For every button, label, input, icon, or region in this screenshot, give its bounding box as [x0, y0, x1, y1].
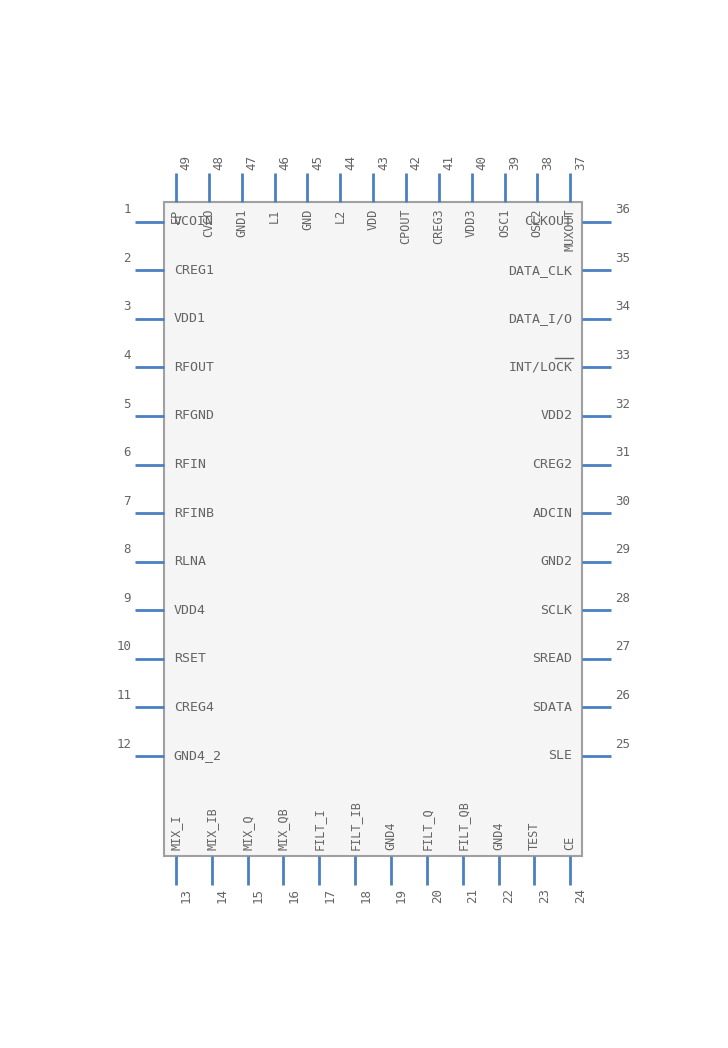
Text: FILT_I: FILT_I: [313, 807, 326, 850]
Text: EP: EP: [170, 209, 183, 223]
Text: MIX_QB: MIX_QB: [277, 807, 290, 850]
Text: VDD2: VDD2: [541, 410, 572, 422]
Text: 39: 39: [508, 155, 521, 170]
Text: RFINB: RFINB: [174, 506, 213, 520]
Text: INT/LOCK: INT/LOCK: [509, 361, 572, 374]
Text: 16: 16: [288, 889, 301, 903]
Text: OSC1: OSC1: [498, 209, 511, 237]
Text: 36: 36: [615, 203, 630, 216]
Text: L1: L1: [268, 209, 281, 223]
Text: FILT_QB: FILT_QB: [456, 800, 470, 850]
Text: 44: 44: [344, 155, 357, 170]
Text: VDD4: VDD4: [174, 604, 205, 616]
Text: CVCO: CVCO: [202, 209, 215, 237]
Text: 4: 4: [124, 349, 131, 362]
Text: 40: 40: [475, 155, 488, 170]
Text: 27: 27: [615, 640, 630, 653]
Text: 3: 3: [124, 301, 131, 313]
Bar: [165, 202, 582, 856]
Text: 19: 19: [395, 889, 408, 903]
Text: TEST: TEST: [528, 822, 541, 850]
Text: 45: 45: [312, 155, 324, 170]
Text: CREG3: CREG3: [432, 209, 446, 244]
Text: RFGND: RFGND: [174, 410, 213, 422]
Text: FILT_IB: FILT_IB: [349, 800, 362, 850]
Text: CREG4: CREG4: [174, 701, 213, 714]
Text: GND4: GND4: [384, 822, 397, 850]
Text: CREG1: CREG1: [174, 264, 213, 277]
Text: GND1: GND1: [235, 209, 248, 237]
Text: 26: 26: [615, 689, 630, 702]
Text: 11: 11: [116, 689, 131, 702]
Text: 14: 14: [215, 889, 229, 903]
Text: CLKOUT: CLKOUT: [525, 215, 572, 228]
Text: 17: 17: [323, 889, 336, 903]
Text: 47: 47: [245, 155, 258, 170]
Text: 1: 1: [124, 203, 131, 216]
Text: SLE: SLE: [549, 749, 572, 763]
Text: CE: CE: [563, 835, 577, 850]
Text: GND: GND: [301, 209, 314, 230]
Text: GND4: GND4: [492, 822, 505, 850]
Text: 23: 23: [538, 889, 551, 903]
Text: SDATA: SDATA: [533, 701, 572, 714]
Text: 22: 22: [502, 889, 515, 903]
Text: 30: 30: [615, 495, 630, 507]
Text: 2: 2: [124, 252, 131, 265]
Text: RSET: RSET: [174, 652, 205, 665]
Text: CREG2: CREG2: [533, 458, 572, 471]
Text: 33: 33: [615, 349, 630, 362]
Text: 37: 37: [574, 155, 587, 170]
Text: RFOUT: RFOUT: [174, 361, 213, 374]
Text: DATA_I/O: DATA_I/O: [509, 312, 572, 325]
Text: 9: 9: [124, 592, 131, 605]
Text: 6: 6: [124, 446, 131, 459]
Text: MIX_IB: MIX_IB: [205, 807, 218, 850]
Text: VDD: VDD: [367, 209, 379, 230]
Text: FILT_Q: FILT_Q: [420, 807, 433, 850]
Text: 49: 49: [180, 155, 193, 170]
Text: 35: 35: [615, 252, 630, 265]
Text: 8: 8: [124, 543, 131, 556]
Text: 29: 29: [615, 543, 630, 556]
Text: 13: 13: [180, 889, 193, 903]
Text: 18: 18: [359, 889, 372, 903]
Text: 25: 25: [615, 738, 630, 750]
Text: GND4_2: GND4_2: [174, 749, 221, 763]
Text: VDD1: VDD1: [174, 312, 205, 325]
Text: 5: 5: [124, 397, 131, 411]
Text: VCOIN: VCOIN: [174, 215, 213, 228]
Text: 38: 38: [541, 155, 554, 170]
Text: 24: 24: [574, 889, 587, 903]
Text: 7: 7: [124, 495, 131, 507]
Text: ADCIN: ADCIN: [533, 506, 572, 520]
Text: 48: 48: [213, 155, 226, 170]
Text: 34: 34: [615, 301, 630, 313]
Text: MUXOUT: MUXOUT: [563, 209, 577, 252]
Text: 10: 10: [116, 640, 131, 653]
Text: 42: 42: [410, 155, 423, 170]
Text: 21: 21: [467, 889, 480, 903]
Text: SREAD: SREAD: [533, 652, 572, 665]
Text: MIX_Q: MIX_Q: [241, 814, 254, 850]
Text: 46: 46: [278, 155, 291, 170]
Text: L2: L2: [333, 209, 347, 223]
Text: VDD3: VDD3: [465, 209, 478, 237]
Text: OSC2: OSC2: [531, 209, 544, 237]
Text: 41: 41: [443, 155, 456, 170]
Text: 15: 15: [252, 889, 264, 903]
Text: 28: 28: [615, 592, 630, 605]
Text: GND2: GND2: [541, 555, 572, 568]
Text: RFIN: RFIN: [174, 458, 205, 471]
Text: 32: 32: [615, 397, 630, 411]
Text: DATA_CLK: DATA_CLK: [509, 264, 572, 277]
Text: RLNA: RLNA: [174, 555, 205, 568]
Text: 12: 12: [116, 738, 131, 750]
Text: CPOUT: CPOUT: [400, 209, 413, 244]
Text: 31: 31: [615, 446, 630, 459]
Text: SCLK: SCLK: [541, 604, 572, 616]
Text: 43: 43: [377, 155, 390, 170]
Text: 20: 20: [431, 889, 444, 903]
Text: MIX_I: MIX_I: [170, 814, 183, 850]
